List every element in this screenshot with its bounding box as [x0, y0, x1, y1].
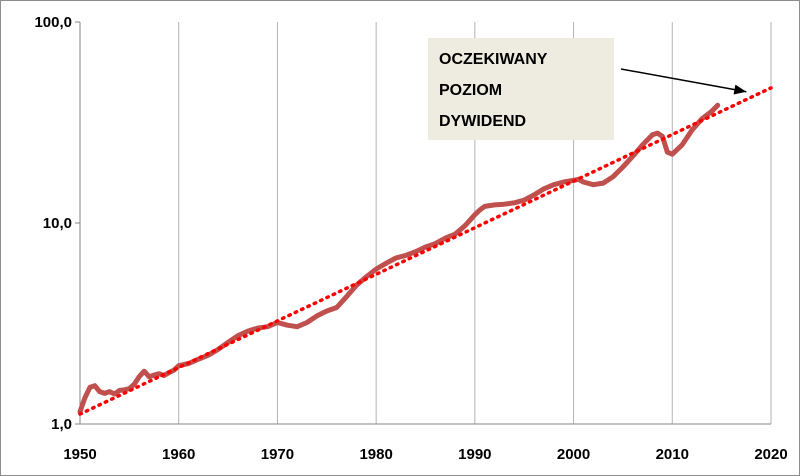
y-tick-label: 100,0 — [34, 14, 72, 31]
x-tick-label: 1960 — [162, 446, 195, 463]
x-tick-label: 1980 — [359, 446, 392, 463]
annotation-line-1: OCZEKIWANY — [439, 51, 548, 68]
tick-labels: 1950 1960 1970 1980 1990 2000 2010 2020 1,0 10,0 1… — [34, 14, 787, 463]
y-tick-label: 1,0 — [51, 416, 72, 433]
annotation-arrow-layer — [620, 68, 747, 95]
dividend-series-line — [77, 102, 721, 415]
annotation-arrow-line — [620, 68, 747, 93]
x-tick-label: 1950 — [63, 446, 96, 463]
annotation-arrowhead — [733, 84, 747, 95]
x-tick-label: 1970 — [261, 446, 294, 463]
annotation-box: OCZEKIWANY POZIOM DYWIDEND — [428, 38, 614, 140]
gridlines — [75, 21, 772, 425]
x-tick-label: 1990 — [458, 446, 491, 463]
x-tick-label: 2010 — [656, 446, 689, 463]
x-tick-label: 2020 — [754, 446, 787, 463]
y-tick-label: 10,0 — [43, 215, 72, 232]
trend-line — [78, 86, 773, 416]
annotation-line-3: DYWIDEND — [439, 113, 527, 130]
x-tick-label: 2000 — [557, 446, 590, 463]
annotation-line-2: POZIOM — [439, 82, 503, 99]
series-layer — [77, 86, 773, 416]
